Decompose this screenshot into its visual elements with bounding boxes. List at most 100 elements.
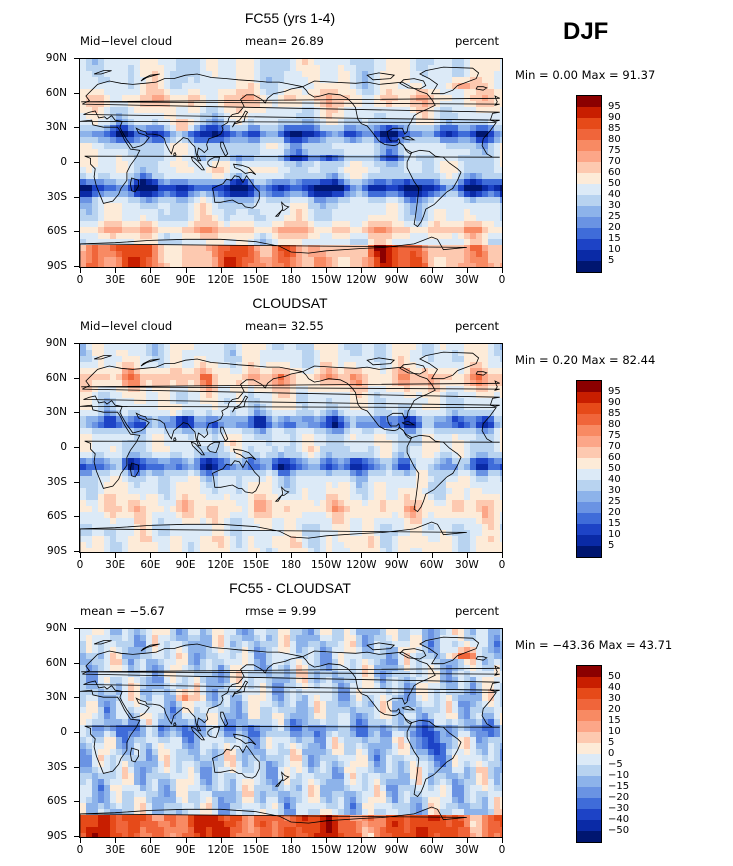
coastline <box>399 363 427 375</box>
panel-center-label: mean= 26.89 <box>245 34 324 48</box>
lat-tick <box>74 697 79 699</box>
colorbar-swatch <box>577 403 601 414</box>
coastline <box>81 665 500 676</box>
coastline <box>220 711 229 727</box>
lon-tick <box>466 268 468 273</box>
colorbar-label: 5 <box>608 255 615 266</box>
lon-tick-label: 60E <box>140 559 161 571</box>
lon-tick-label: 90E <box>175 559 196 571</box>
coastline <box>401 135 416 141</box>
lat-tick-label: 30S <box>46 760 67 773</box>
colorbar-label: −10 <box>608 770 630 781</box>
lat-tick-label: 60N <box>45 656 67 669</box>
lon-tick <box>326 268 328 273</box>
field-contour-map <box>80 629 502 837</box>
colorbar-swatch <box>577 217 601 228</box>
coastline <box>93 70 112 75</box>
coastline <box>212 174 260 209</box>
map-panel <box>79 343 503 553</box>
lon-tick-label: 150E <box>242 844 270 856</box>
lat-tick-label: 30N <box>45 121 67 134</box>
map-panel <box>79 58 503 268</box>
coastline <box>207 156 221 169</box>
lat-tick <box>74 196 79 198</box>
colorbar-swatch <box>577 239 601 250</box>
coastline <box>419 351 480 380</box>
lon-tick-label: 150E <box>242 559 270 571</box>
colorbar-swatch <box>577 228 601 239</box>
lat-tick-label: 90S <box>46 830 67 842</box>
lat-tick <box>74 732 79 733</box>
colorbar-swatch <box>577 195 601 206</box>
lon-tick-label: 150W <box>310 559 342 571</box>
colorbar-label: 75 <box>608 145 621 156</box>
lon-tick <box>185 838 187 843</box>
lon-tick <box>396 268 398 273</box>
lon-tick-label: 120W <box>346 559 377 571</box>
colorbar-swatch <box>577 436 601 447</box>
coastline <box>475 86 488 91</box>
lon-tick-label: 60E <box>140 274 161 286</box>
coastline <box>207 726 221 739</box>
lon-tick-label: 90W <box>384 274 409 286</box>
coastline <box>406 434 462 513</box>
panel-right-label: percent <box>455 319 500 333</box>
colorbar-swatch <box>577 776 601 787</box>
coastline <box>173 721 177 727</box>
season-label: DJF <box>563 18 609 45</box>
coastline <box>233 733 257 745</box>
coastline <box>302 650 436 717</box>
colorbar-swatch <box>577 524 601 535</box>
lon-tick <box>185 268 187 273</box>
colorbar-label: 30 <box>608 485 621 496</box>
colorbar-label: 10 <box>608 244 621 255</box>
colorbar-swatch <box>577 173 601 184</box>
colorbar-swatch <box>577 184 601 195</box>
colorbar-swatch <box>577 502 601 513</box>
lat-tick-label: 30S <box>46 475 67 488</box>
coastline <box>207 441 221 454</box>
coastline <box>398 426 413 440</box>
colorbar-label: 15 <box>608 715 621 726</box>
colorbar-label: 15 <box>608 518 621 529</box>
panel-left-label: Mid−level cloud <box>80 319 173 333</box>
colorbar-label: 15 <box>608 233 621 244</box>
lon-tick <box>220 553 222 558</box>
lon-tick <box>361 553 363 558</box>
colorbar-swatch <box>577 809 601 820</box>
field-cells <box>80 629 502 837</box>
colorbar-swatch <box>577 129 601 140</box>
colorbar-swatch <box>577 425 601 436</box>
lon-tick <box>431 553 433 558</box>
lon-tick <box>466 553 468 558</box>
map-panel <box>79 628 503 838</box>
colorbar-label: −5 <box>608 759 623 770</box>
colorbar-swatch <box>577 787 601 798</box>
lon-tick <box>220 838 222 843</box>
colorbar-label: −20 <box>608 792 630 803</box>
lat-tick <box>74 343 79 344</box>
panel-center-label: rmse = 9.99 <box>245 604 317 618</box>
colorbar-swatch <box>577 546 601 557</box>
lat-tick-label: 60S <box>46 795 67 808</box>
colorbar-label: 20 <box>608 222 621 233</box>
colorbar <box>576 380 602 558</box>
lon-tick <box>431 268 433 273</box>
lon-tick <box>502 553 503 558</box>
colorbar-swatch <box>577 831 601 842</box>
lon-tick <box>466 838 468 843</box>
coastline <box>366 357 396 366</box>
panel-right-label: percent <box>455 604 500 618</box>
colorbar-swatch <box>577 447 601 458</box>
colorbar-swatch <box>577 381 601 392</box>
panel-title: CLOUDSAT <box>252 295 328 311</box>
lat-tick <box>74 266 79 267</box>
lon-tick-label: 150W <box>310 274 342 286</box>
panel-stats: Min = −43.36 Max = 43.71 <box>515 638 673 652</box>
lat-tick <box>74 58 79 59</box>
colorbar-label: 85 <box>608 408 621 419</box>
panel-center-label: mean= 32.55 <box>245 319 324 333</box>
lon-tick <box>150 268 152 273</box>
panel-title: FC55 - CLOUDSAT <box>229 580 351 596</box>
panel-stats: Min = 0.20 Max = 82.44 <box>515 353 656 367</box>
